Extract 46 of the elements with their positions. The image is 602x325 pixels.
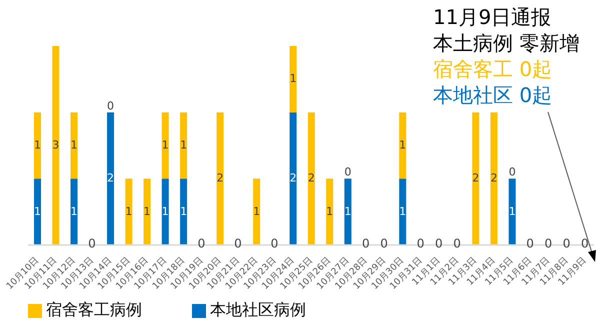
data-label: 1 [162,138,169,152]
total-label: 0 [198,236,206,250]
data-label: 1 [125,204,132,218]
data-label: 2 [490,172,498,185]
data-label: 1 [34,204,41,218]
annotation: 本土病例 零新增 [433,30,580,56]
legend-label: 宿舍客工病例 [46,300,142,319]
data-label: 2 [472,172,480,185]
total-label: 0 [416,236,424,250]
total-label: 0 [581,236,589,250]
data-label: 1 [180,204,188,218]
data-label: 0 [344,166,352,179]
total-label: 0 [234,236,242,250]
data-label: 1 [70,138,78,152]
data-label: 1 [290,72,297,86]
data-label: 1 [344,204,352,218]
data-label: 1 [399,204,406,218]
data-label: 2 [216,172,224,185]
data-label: 1 [326,204,334,218]
data-label: 1 [70,204,78,218]
total-label: 0 [380,236,388,250]
data-label: 1 [144,204,151,218]
data-label: 1 [399,138,406,152]
total-label: 0 [362,236,370,250]
legend-label: 本地社区病例 [210,300,306,319]
data-label: 2 [308,172,315,185]
data-label: 0 [508,166,516,179]
data-label: 3 [52,138,60,152]
total-label: 0 [526,236,534,250]
annotation: 宿舍客工 0起 [433,56,554,82]
data-label: 1 [253,204,260,218]
data-label: 1 [508,204,516,218]
data-label: 2 [107,172,114,185]
total-label: 0 [270,236,278,250]
data-label: 2 [290,172,297,185]
data-label: 0 [107,99,114,112]
total-label: 0 [434,236,443,250]
total-label: 0 [544,236,552,250]
total-label: 0 [88,236,96,250]
data-label: 1 [180,138,188,152]
total-label: 0 [562,236,570,250]
total-label: 0 [453,236,461,250]
text: 11月9日通报 [433,4,552,30]
data-label: 1 [34,138,41,152]
data-label: 1 [162,204,169,218]
annotation: 本地社区 0起 [433,82,554,108]
